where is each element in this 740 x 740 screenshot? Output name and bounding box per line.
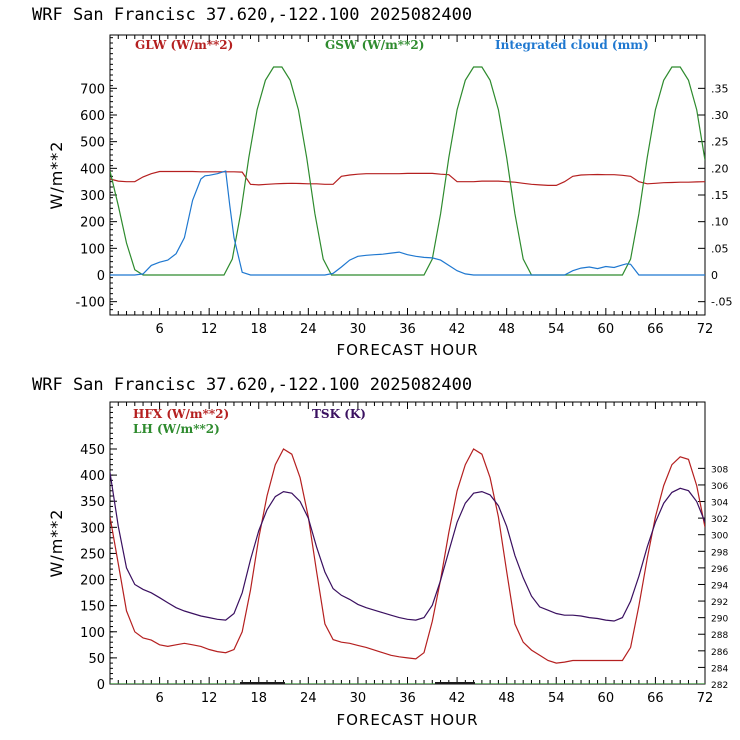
panel2-xtick-label: 12 — [201, 691, 218, 706]
panel2-ytick-right-label: 300 — [711, 532, 728, 542]
panel2-ytick-right-label: 304 — [711, 499, 728, 509]
panel1-ytick-left-label: 0 — [97, 269, 105, 284]
panel1-ytick-left-label: 600 — [80, 109, 105, 124]
panel2-xtick-label: 24 — [300, 691, 317, 706]
panel1-series-gsw-line — [110, 66, 705, 276]
panel2-xtick-label: 6 — [155, 691, 163, 706]
panel2-ytick-left-label: 100 — [80, 626, 105, 641]
panel1-xtick-label: 42 — [449, 322, 466, 337]
panel1-xtick-label: 18 — [250, 322, 267, 337]
panel1-xtick-label: 54 — [548, 322, 565, 337]
panel1-xtick-label: 36 — [399, 322, 416, 337]
panel2-ytick-right-label: 284 — [711, 664, 728, 674]
panel2-xtick-label: 60 — [598, 691, 615, 706]
panel2-ytick-right-label: 286 — [711, 648, 728, 658]
panel2-legend-tsk: TSK (K) — [312, 407, 366, 421]
panel2-xtick-label: 54 — [548, 691, 565, 706]
panel2-xtick-label: 18 — [250, 691, 267, 706]
panel1-ytick-left-label: 700 — [80, 82, 105, 97]
panel1-ytick-right-label: .25 — [711, 136, 729, 149]
panel2-y-axis-label: W/m**2 — [47, 509, 66, 578]
panel2-ytick-right-label: 282 — [711, 681, 728, 691]
panel2-ytick-right-label: 298 — [711, 548, 728, 558]
panel1-xtick-label: 30 — [350, 322, 367, 337]
panel1-ytick-left-label: 400 — [80, 162, 105, 177]
panel2-ytick-left-label: 250 — [80, 547, 105, 562]
panel2-ytick-left-label: 50 — [88, 652, 105, 667]
panel1-ytick-right-label: .15 — [711, 189, 729, 202]
panel2-title: WRF San Francisc 37.620,-122.100 2025082… — [32, 375, 472, 395]
panel2-xtick-label: 48 — [498, 691, 515, 706]
panel2-xtick-label: 42 — [449, 691, 466, 706]
panel2-x-axis-label: FORECAST HOUR — [336, 711, 478, 729]
panel2-legend-lh: LH (W/m**2) — [133, 422, 220, 436]
panel2-ytick-left-label: 150 — [80, 600, 105, 615]
panel2-legend-hfx: HFX (W/m**2) — [133, 407, 229, 421]
panel2-ytick-left-label: 0 — [97, 678, 105, 693]
panel2-ytick-left-label: 450 — [80, 443, 105, 458]
panel2-ytick-left-label: 300 — [80, 521, 105, 536]
panel2-xtick-label: 72 — [697, 691, 714, 706]
panel1-series-glw-line — [110, 170, 705, 186]
panel2-ytick-right-label: 292 — [711, 598, 728, 608]
panel2-ytick-right-label: 306 — [711, 482, 728, 492]
panel1-title: WRF San Francisc 37.620,-122.100 2025082… — [32, 5, 472, 25]
panel2-xtick-label: 36 — [399, 691, 416, 706]
panel1-ytick-left-label: 200 — [80, 216, 105, 231]
panel1-ytick-left-label: 100 — [80, 242, 105, 257]
panel2-ytick-right-label: 308 — [711, 465, 728, 475]
panel1-xtick-label: 60 — [598, 322, 615, 337]
panel1-series-integrated-line — [110, 170, 705, 276]
panel1-ytick-left-label: 300 — [80, 189, 105, 204]
panel1-xtick-label: 48 — [498, 322, 515, 337]
panel2-ytick-left-label: 400 — [80, 469, 105, 484]
panel2-series-tsk-line — [110, 472, 705, 622]
panel1-xtick-label: 66 — [647, 322, 664, 337]
panel2-ytick-left-label: 200 — [80, 574, 105, 589]
panel1-legend-glw: GLW (W/m**2) — [135, 38, 233, 52]
panel2-ytick-right-label: 294 — [711, 581, 728, 591]
panel1-ytick-right-label: .30 — [711, 109, 729, 122]
panel2-xtick-label: 66 — [647, 691, 664, 706]
panel2-xtick-label: 30 — [350, 691, 367, 706]
panel1-ytick-left-label: -100 — [75, 296, 105, 311]
panel1-xtick-label: 72 — [697, 322, 714, 337]
panel1-ytick-right-label: .20 — [711, 162, 729, 175]
panel2-ytick-right-label: 288 — [711, 631, 728, 641]
panel2-ytick-right-label: 302 — [711, 515, 728, 525]
panel1-ytick-left-label: 500 — [80, 136, 105, 151]
panel2-ytick-right-label: 290 — [711, 615, 728, 625]
panel1-legend-gsw: GSW (W/m**2) — [325, 38, 424, 52]
panel1-ytick-right-label: .35 — [711, 82, 729, 95]
panel1-x-axis-label: FORECAST HOUR — [336, 341, 478, 359]
panel2-ytick-left-label: 350 — [80, 495, 105, 510]
panel1-ytick-right-label: .10 — [711, 216, 729, 229]
panel2-plot-frame — [109, 401, 706, 685]
panel1-y-axis-label: W/m**2 — [47, 141, 66, 210]
panel1-ytick-right-label: 0 — [711, 269, 718, 282]
panel2-ytick-right-label: 296 — [711, 565, 728, 575]
panel1-ytick-right-label: .05 — [711, 242, 729, 255]
panel1-xtick-label: 12 — [201, 322, 218, 337]
panel1-xtick-label: 6 — [155, 322, 163, 337]
panel1-xtick-label: 24 — [300, 322, 317, 337]
panel2-series-hfx-line — [110, 448, 705, 664]
panel1-legend-integrated: Integrated cloud (mm) — [495, 38, 649, 52]
panel1-ytick-right-label: -.05 — [711, 296, 732, 309]
